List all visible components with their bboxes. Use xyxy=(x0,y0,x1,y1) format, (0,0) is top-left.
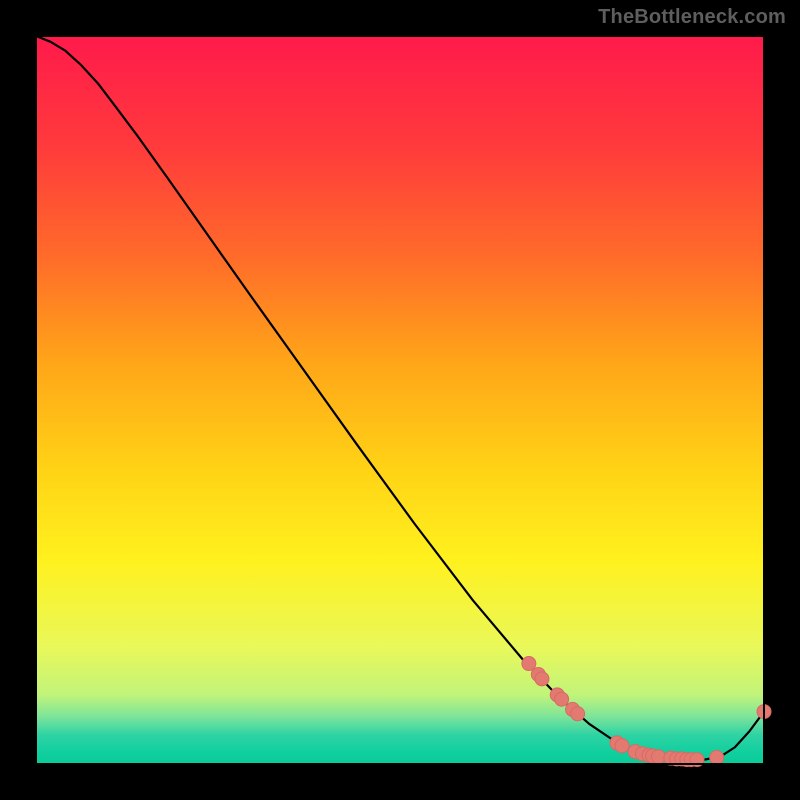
data-marker xyxy=(710,750,724,764)
image-root: TheBottleneck.com xyxy=(0,0,800,800)
data-marker xyxy=(571,707,585,721)
data-marker xyxy=(555,692,569,706)
data-marker xyxy=(535,672,549,686)
data-marker xyxy=(615,739,629,753)
data-marker xyxy=(651,750,665,764)
chart-svg xyxy=(0,0,800,800)
data-marker xyxy=(522,657,536,671)
watermark-text: TheBottleneck.com xyxy=(598,6,786,29)
